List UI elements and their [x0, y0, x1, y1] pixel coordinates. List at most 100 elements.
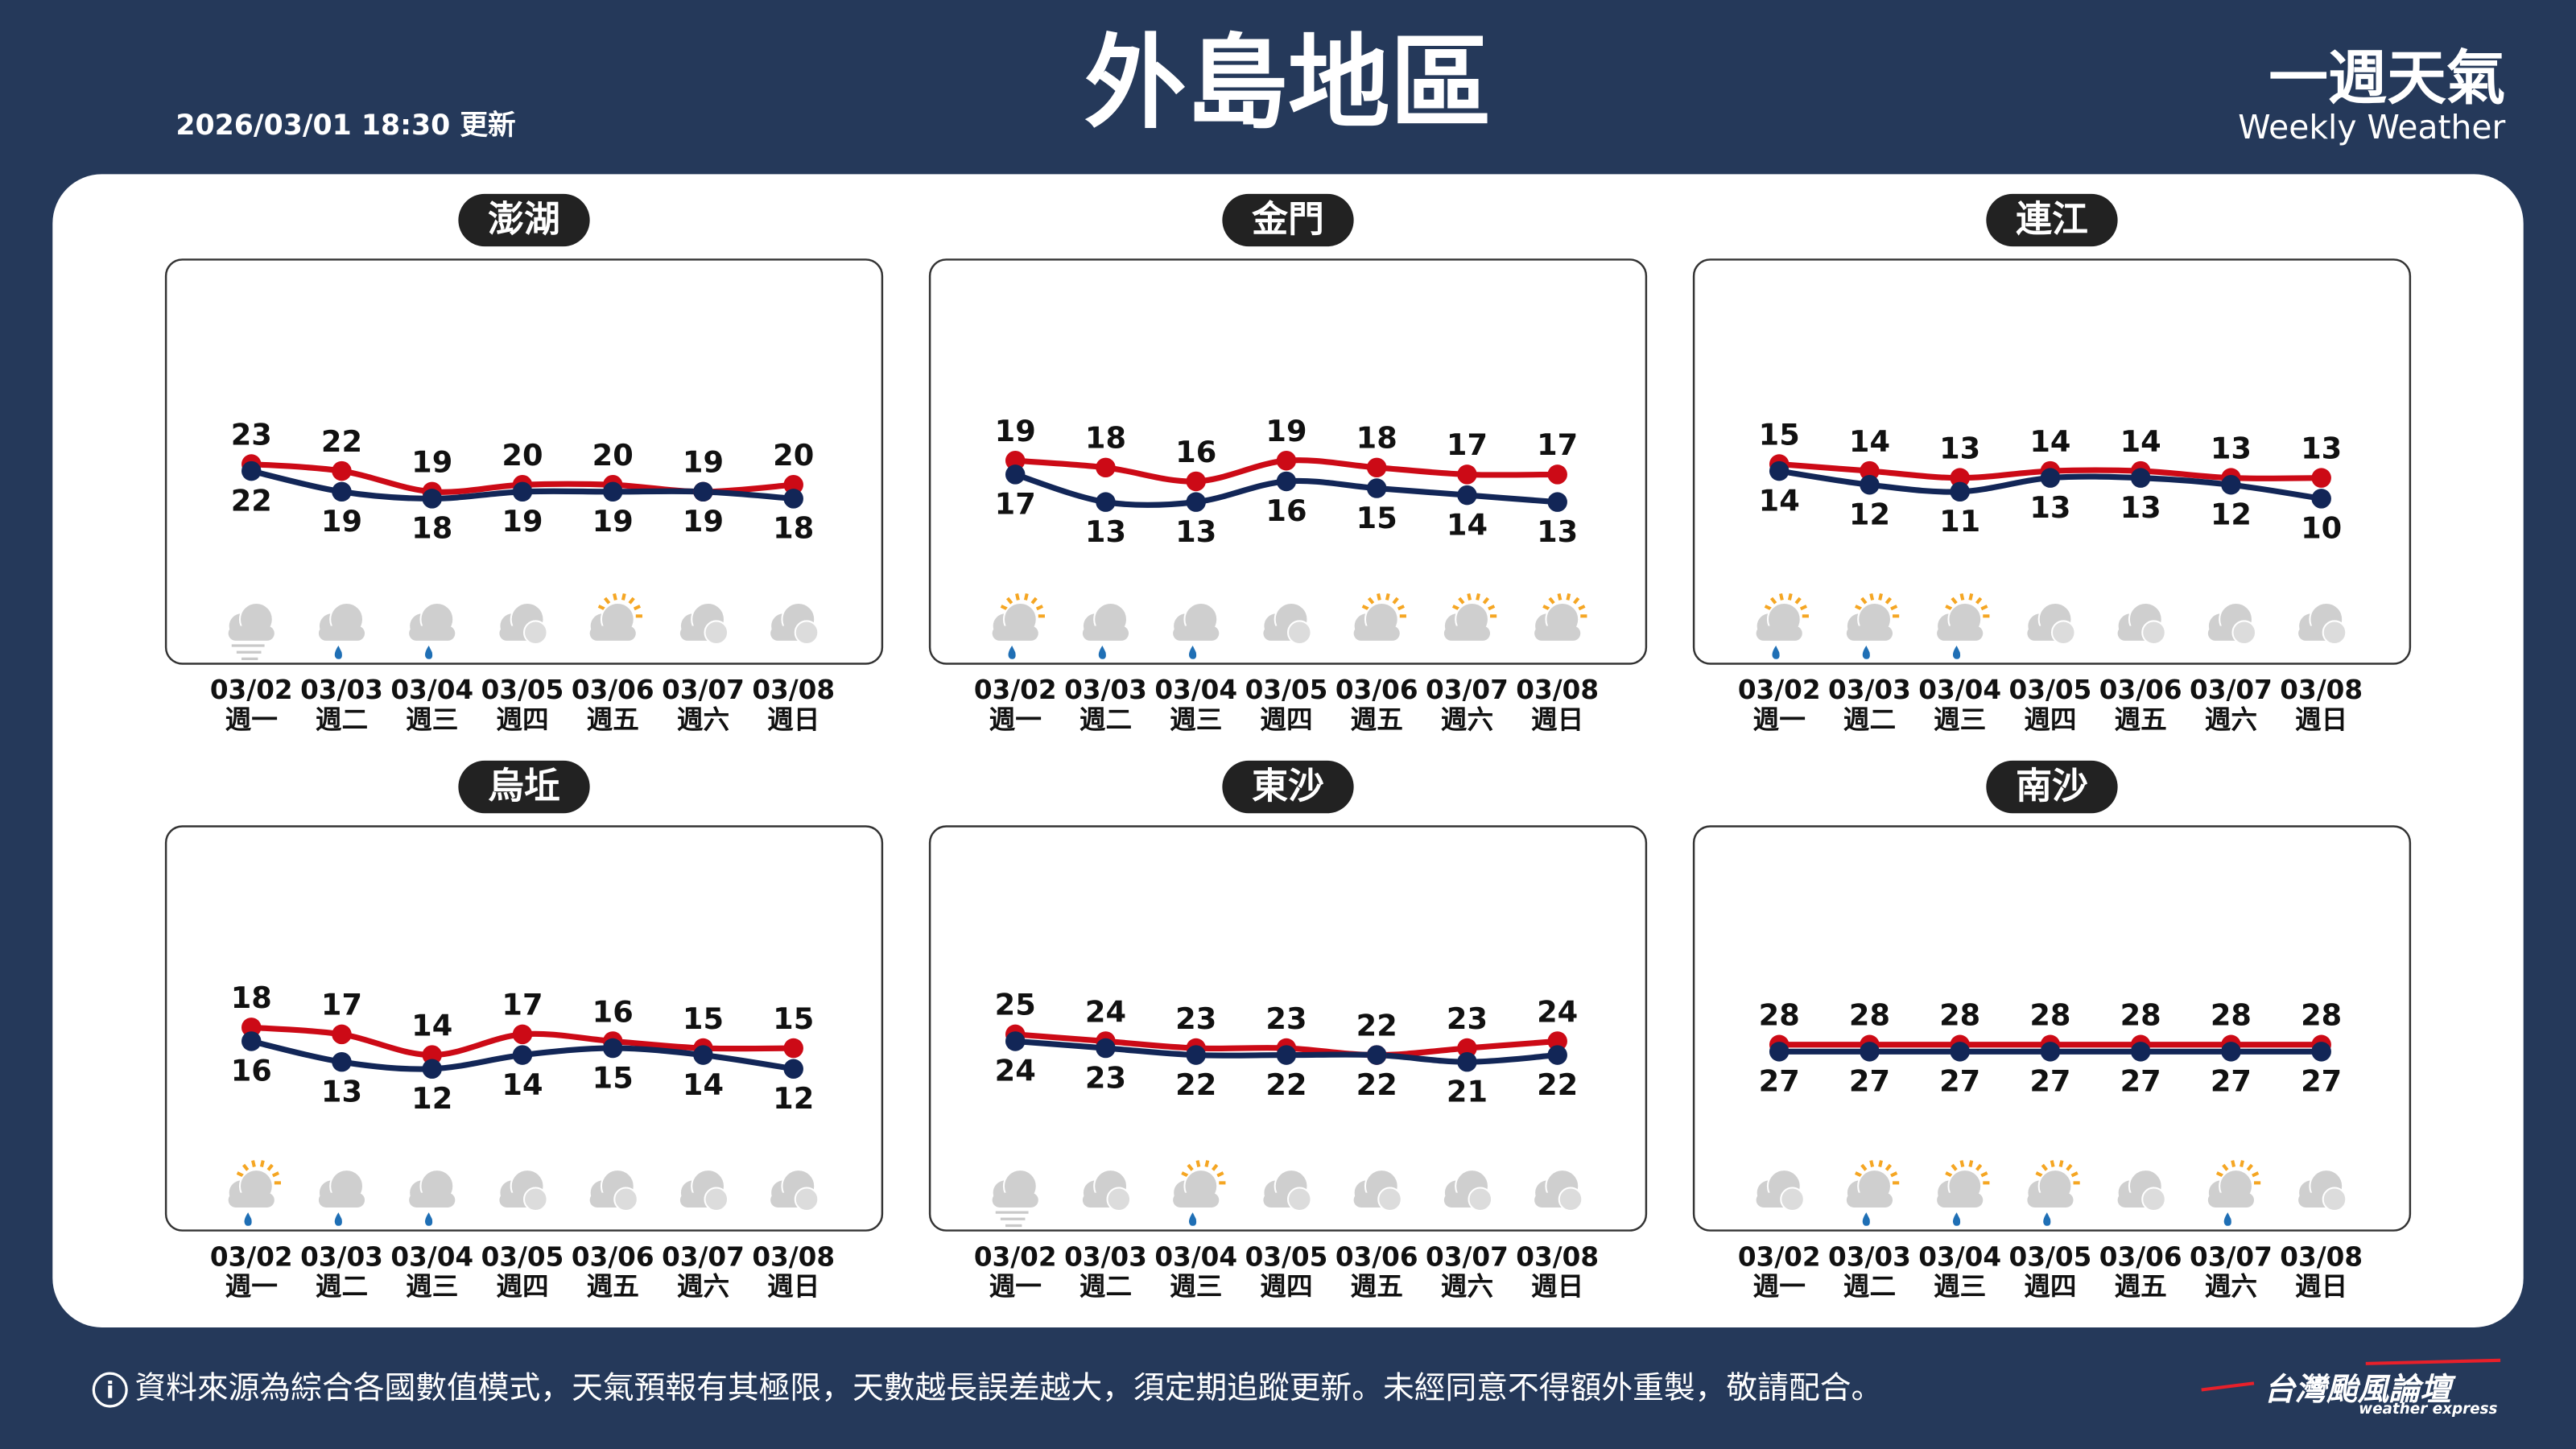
low-temp-point: [1950, 481, 1970, 502]
low-temp-point: [1366, 478, 1387, 498]
weather-icon: [2207, 1160, 2261, 1226]
low-temp-label: 27: [2211, 1064, 2252, 1099]
weather-icon: [1172, 601, 1220, 659]
date-label: 03/03: [1064, 1241, 1147, 1272]
rain-drop: [1772, 646, 1780, 659]
date-label: 03/08: [2280, 1241, 2363, 1272]
sun-ray: [1854, 605, 1863, 611]
date-label: 03/05: [481, 675, 564, 705]
low-temp-point: [512, 1045, 533, 1065]
date-label: 03/04: [1918, 1241, 2001, 1272]
low-temp-label: 22: [1265, 1067, 1307, 1102]
cloud: [409, 1192, 456, 1208]
weekday-label: 週六: [2205, 1271, 2257, 1302]
low-temp-point: [2221, 1042, 2241, 1062]
weekday-label: 週二: [1080, 704, 1132, 735]
weekday-label: 週四: [496, 704, 548, 735]
high-temp-point: [332, 460, 352, 481]
sun-ray: [1959, 592, 1965, 601]
cloud: [1286, 620, 1312, 646]
low-temp-point: [422, 1059, 442, 1079]
weather-icon: [1755, 592, 1809, 659]
weather-icon: [2297, 1169, 2347, 1212]
high-temp-label: 14: [1849, 424, 1890, 459]
low-temp-point: [693, 1045, 713, 1065]
city-pill: [1986, 193, 2118, 247]
cloud: [2207, 1192, 2254, 1208]
cloud: [613, 1187, 638, 1212]
date-label: 03/04: [390, 1241, 473, 1272]
low-temp-point: [512, 481, 533, 502]
low-temp-label: 12: [1849, 497, 1890, 532]
cloud: [228, 1192, 275, 1208]
weather-icon: [1936, 1160, 1990, 1226]
page-title: 外島地區: [1084, 24, 1492, 142]
weather-icon: [2207, 601, 2257, 646]
sun-ray: [1035, 605, 1044, 611]
low-temp-point: [1769, 460, 1790, 481]
date-label: 03/08: [2280, 675, 2363, 705]
high-temp-label: 14: [411, 1008, 452, 1042]
weather-icon: [770, 1169, 819, 1212]
high-temp-point: [783, 475, 803, 495]
rain-drop: [1188, 1212, 1197, 1226]
weekday-label: 週五: [1351, 1271, 1403, 1302]
high-temp-point: [1860, 460, 1880, 481]
low-temp-point: [2040, 468, 2061, 488]
weather-icon: [588, 1169, 638, 1212]
low-temp-label: 17: [995, 487, 1036, 522]
cloud: [1846, 625, 1893, 641]
high-temp-label: 28: [1939, 998, 1980, 1033]
sun-ray: [597, 605, 605, 611]
weekday-label: 週日: [767, 1271, 819, 1302]
high-temp-label: 13: [2301, 431, 2342, 465]
sun-ray: [1458, 597, 1465, 605]
weather-icon: [1534, 1169, 1583, 1212]
sun-ray: [603, 597, 611, 605]
rain-drop: [2043, 1212, 2051, 1226]
high-temp-label: 19: [995, 414, 1036, 448]
sun-ray: [271, 1171, 280, 1178]
low-temp-label: 22: [1537, 1067, 1578, 1102]
cloud: [1937, 625, 1984, 641]
cloud: [1082, 625, 1129, 641]
high-temp-label: 15: [1759, 417, 1800, 452]
date-label: 03/05: [2009, 1241, 2092, 1272]
date-label: 03/04: [1154, 1241, 1237, 1272]
weather-icon: [1352, 592, 1406, 641]
cloud: [2050, 620, 2076, 646]
weather-icon: [679, 1169, 729, 1212]
weather-icon: [2116, 601, 2166, 646]
cloud: [318, 1192, 365, 1208]
updated-time: 2026/03/01 18:30 更新: [175, 109, 515, 142]
cloud: [2231, 620, 2257, 646]
sun-ray: [236, 1171, 244, 1178]
weather-icon: [2026, 1160, 2080, 1226]
date-label: 03/06: [572, 1241, 654, 1272]
high-temp-label: 19: [683, 445, 724, 480]
sun-ray: [1005, 597, 1013, 605]
date-label: 03/08: [752, 1241, 835, 1272]
rain-drop: [1188, 646, 1197, 659]
sun-ray: [1187, 1163, 1194, 1171]
rain-drop: [1862, 646, 1870, 659]
weather-icon: [317, 601, 365, 659]
sun-ray: [1794, 597, 1802, 605]
cloud: [318, 625, 365, 641]
low-temp-label: 14: [683, 1067, 724, 1102]
weather-icon: [1755, 1169, 1805, 1212]
sun-ray: [1476, 592, 1480, 601]
low-temp-point: [332, 1051, 352, 1072]
city-name: 烏坵: [488, 765, 560, 807]
logo-subtitle: weather express: [2359, 1401, 2497, 1418]
weekday-label: 週日: [1531, 1271, 1583, 1302]
low-temp-label: 23: [1085, 1060, 1126, 1095]
date-label: 03/02: [974, 1241, 1057, 1272]
low-temp-label: 22: [1175, 1067, 1216, 1102]
low-temp-point: [1186, 492, 1206, 512]
brand-subtitle: Weekly Weather: [2238, 108, 2505, 147]
date-label: 03/05: [481, 1241, 564, 1272]
